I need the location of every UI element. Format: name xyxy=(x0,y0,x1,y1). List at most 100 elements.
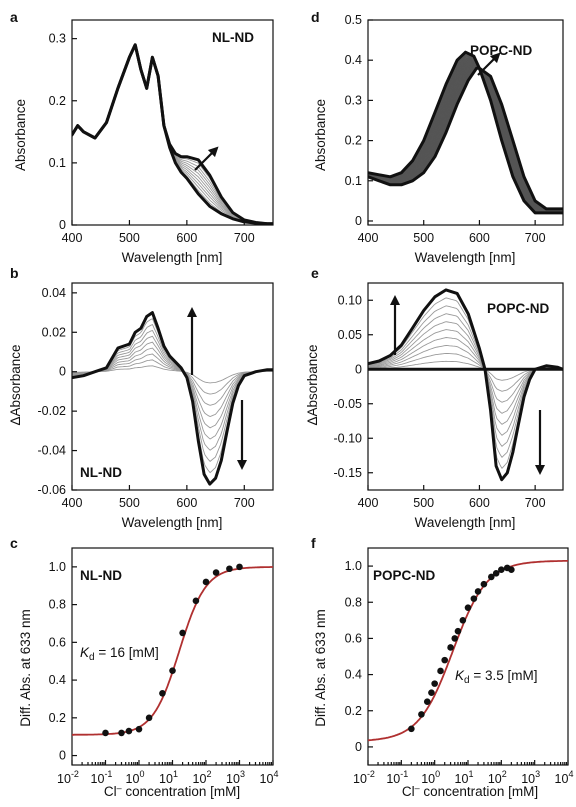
y-tick-label: -0.15 xyxy=(334,466,363,480)
y-tick-label: 0.3 xyxy=(49,32,66,46)
data-point xyxy=(408,725,415,733)
panel-label: NL-ND xyxy=(80,568,122,583)
intermediate-trace xyxy=(72,43,273,225)
data-point xyxy=(431,680,438,687)
x-tick-label: 600 xyxy=(469,231,490,245)
intermediate-trace xyxy=(368,313,563,447)
panel-letter: f xyxy=(311,535,316,551)
y-tick-label: 0.2 xyxy=(49,94,66,108)
y-tick-label: 0 xyxy=(59,218,66,232)
x-axis-title: Wavelength [nm] xyxy=(122,515,223,530)
intermediate-trace xyxy=(72,43,273,225)
y-axis-title: ΔAbsorbance xyxy=(8,344,23,425)
intermediate-trace xyxy=(72,43,273,225)
y-tick-label: -0.05 xyxy=(334,397,363,411)
x-tick-label: 600 xyxy=(176,496,197,510)
fit-curve xyxy=(367,560,568,742)
y-tick-label: 1.0 xyxy=(345,559,362,573)
x-tick-label: 103 xyxy=(521,769,540,786)
x-tick-label: 600 xyxy=(469,496,490,510)
y-tick-label: 0.4 xyxy=(49,673,66,687)
intermediate-trace xyxy=(368,321,563,436)
x-tick-label: 104 xyxy=(260,769,279,786)
panel-b: b -0.06 -0.04 -0.02 0 0.02 0.04 400 500 600 700 N… xyxy=(8,265,274,530)
bold-trace xyxy=(72,311,273,486)
y-tick-label: 0.02 xyxy=(42,325,66,339)
x-tick-label: 104 xyxy=(555,769,574,786)
data-point xyxy=(464,604,472,611)
data-point xyxy=(498,566,505,573)
x-axis-title: Cl– concentration [mM] xyxy=(402,783,538,799)
x-tick-label: 10-2 xyxy=(353,769,375,786)
data-point xyxy=(451,635,459,642)
plot-layer: -0.15 -0.10 -0.05 0 0.05 0.10 400 500 600 700 xyxy=(334,282,564,510)
data-point xyxy=(179,629,186,637)
data-point xyxy=(480,580,488,588)
intermediate-trace xyxy=(368,337,563,414)
panel-letter: b xyxy=(10,265,19,281)
y-axis-title: Diff. Abs. at 633 nm xyxy=(313,609,328,727)
y-tick-label: 0.10 xyxy=(338,293,362,307)
x-tick-label: 400 xyxy=(358,496,379,510)
x-tick-label: 500 xyxy=(119,231,140,245)
data-point xyxy=(423,698,431,706)
x-tick-label: 500 xyxy=(413,496,434,510)
panel-a: a 0 0.1 0.2 0.3 400 500 600 700 NL-ND Wavelengt… xyxy=(10,9,274,265)
y-tick-label: -0.06 xyxy=(38,483,67,497)
x-tick-label: 700 xyxy=(525,496,546,510)
y-axis-title: Absorbance xyxy=(13,99,28,171)
kd-annotation: Kd = 16 [mM] xyxy=(80,645,159,663)
trend-arrow xyxy=(477,52,501,76)
panel-label: POPC-ND xyxy=(373,568,436,583)
series-group xyxy=(368,288,563,482)
plot-layer: 0 0.2 0.4 0.6 0.8 1.0 10-2 10-1 100 101 102 103 104 xyxy=(49,547,279,786)
y-tick-label: 0 xyxy=(355,740,362,754)
y-tick-label: 0.1 xyxy=(49,156,66,170)
kd-annotation: Kd = 3.5 [mM] xyxy=(455,668,537,686)
panel-letter: a xyxy=(10,9,18,25)
panel-e: e -0.15 -0.10 -0.05 0 0.05 0.10 400 500 600 700 P… xyxy=(305,265,564,530)
data-point xyxy=(192,597,200,605)
data-point xyxy=(236,563,243,571)
plot-frame xyxy=(71,282,274,491)
x-tick-label: 700 xyxy=(234,231,255,245)
panel-label: POPC-ND xyxy=(470,43,533,58)
data-point xyxy=(454,627,462,635)
data-point xyxy=(447,644,454,651)
y-tick-label: 0.5 xyxy=(345,13,362,27)
data-point xyxy=(492,570,500,577)
y-tick-label: 0.2 xyxy=(49,711,66,725)
x-tick-label: 101 xyxy=(159,769,178,786)
y-tick-label: 0 xyxy=(355,214,362,228)
data-point xyxy=(145,714,153,722)
data-point xyxy=(159,689,166,697)
x-tick-label: 10-1 xyxy=(91,769,113,786)
y-axis-title: ΔAbsorbance xyxy=(305,344,320,425)
y-axis-title: Diff. Abs. at 633 nm xyxy=(18,609,33,727)
x-tick-label: 100 xyxy=(421,769,440,786)
x-tick-label: 600 xyxy=(176,231,197,245)
data-point xyxy=(470,595,478,602)
data-point xyxy=(135,725,143,733)
x-tick-label: 400 xyxy=(62,496,83,510)
x-tick-label: 500 xyxy=(119,496,140,510)
data-point xyxy=(102,729,109,737)
x-tick-label: 102 xyxy=(488,769,507,786)
x-tick-label: 700 xyxy=(234,496,255,510)
data-point xyxy=(118,729,125,737)
data-point xyxy=(418,711,425,718)
intermediate-trace xyxy=(368,297,563,470)
bold-trace xyxy=(368,50,563,215)
panel-label: NL-ND xyxy=(212,30,254,45)
data-point xyxy=(226,565,233,573)
y-tick-label: 0.4 xyxy=(345,53,362,67)
y-tick-label: 0 xyxy=(355,362,362,376)
y-tick-label: 0 xyxy=(59,365,66,379)
plot-layer: -0.06 -0.04 -0.02 0 0.02 0.04 400 500 600 700 xyxy=(38,282,274,510)
data-point xyxy=(441,656,449,664)
series-group xyxy=(72,43,273,225)
x-tick-label: 10-2 xyxy=(57,769,79,786)
x-tick-label: 700 xyxy=(525,231,546,245)
y-tick-label: 0.1 xyxy=(345,174,362,188)
